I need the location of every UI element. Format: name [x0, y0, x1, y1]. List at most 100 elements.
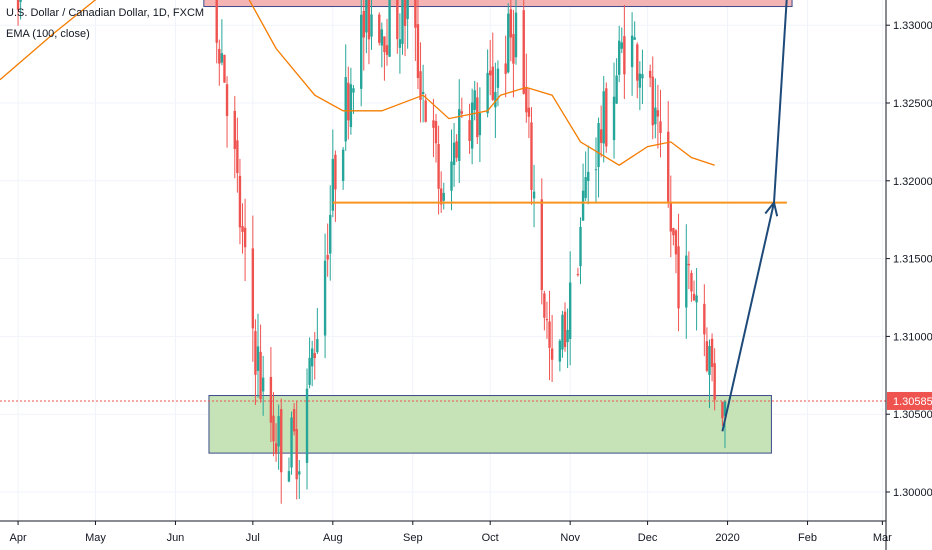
candle-down: [403, 0, 407, 26]
candle-down: [721, 401, 724, 419]
candle-down: [468, 120, 471, 141]
candle-down: [254, 331, 257, 375]
candle-down: [543, 293, 546, 318]
candle-up: [298, 471, 301, 475]
candle-up: [305, 388, 309, 463]
chart-title[interactable]: U.S. Dollar / Canadian Dollar, 1D, FXCM: [6, 7, 205, 19]
candle-up: [473, 90, 476, 110]
candle-up: [597, 123, 600, 168]
candle-down: [269, 376, 273, 423]
candle-up: [641, 74, 644, 79]
candle-down: [476, 97, 479, 138]
candle-up: [594, 169, 598, 171]
arrow-head-mid: [764, 200, 779, 217]
candle-up: [507, 13, 510, 73]
candle-up: [349, 84, 353, 128]
candle-up: [452, 142, 456, 166]
candle-down: [576, 274, 580, 276]
candle-down: [651, 76, 654, 126]
candle-up: [450, 161, 453, 191]
candle-up: [486, 72, 489, 114]
candle-up: [566, 329, 569, 343]
candle-up: [612, 96, 616, 141]
candle-down: [659, 121, 662, 133]
x-tick-label: May: [85, 532, 106, 544]
y-tick-label: 1.32500: [893, 98, 932, 110]
candle-down: [599, 129, 603, 143]
candle-up: [256, 346, 260, 371]
candle-down: [605, 88, 608, 147]
resistance-zone[interactable]: [203, 0, 793, 8]
candle-up: [708, 346, 711, 375]
candle-up: [365, 0, 368, 33]
candle-up: [329, 214, 332, 254]
candle-up: [277, 416, 280, 447]
candle-up: [630, 35, 634, 68]
candle-down: [672, 227, 675, 236]
x-tick-label: Jun: [167, 532, 185, 544]
candle-down: [434, 121, 438, 144]
candle-down: [530, 122, 533, 190]
candle-down: [656, 110, 660, 117]
candle-down: [437, 144, 440, 189]
candle-up: [620, 42, 623, 49]
candle-up: [308, 357, 311, 385]
last-price-label-bg: [887, 391, 932, 410]
candle-up: [388, 0, 391, 57]
candle-down: [225, 84, 229, 117]
candle-down: [367, 0, 371, 40]
candle-down: [419, 71, 422, 100]
candle-down: [550, 348, 554, 360]
last-price-label: 1.30585: [887, 391, 932, 410]
candle-up: [568, 282, 572, 339]
candle-down: [674, 230, 678, 255]
time-axis[interactable]: Apr May Jun Jul Aug Sep Oct Nov Dec 2020 Feb Mar: [9, 521, 892, 544]
candle-up: [360, 14, 363, 89]
indicator-legend[interactable]: EMA (100, close): [6, 28, 90, 40]
candle-down: [334, 154, 337, 190]
candle-down: [280, 409, 283, 473]
candle-down: [489, 70, 492, 76]
candle-down: [687, 263, 691, 266]
support-zone[interactable]: [208, 395, 772, 454]
candle-up: [401, 0, 404, 44]
candle-up: [344, 77, 347, 142]
candle-down: [16, 0, 20, 10]
candle-down: [292, 409, 296, 432]
x-tick-label: Sep: [403, 532, 423, 544]
x-tick-label: Jul: [246, 532, 260, 544]
candle-down: [703, 303, 706, 335]
candle-down: [512, 34, 515, 64]
candle-up: [695, 295, 698, 303]
candle-up: [380, 29, 384, 46]
candle-down: [455, 141, 458, 158]
candle-down: [504, 63, 507, 74]
candle-down: [545, 319, 549, 321]
candle-down: [295, 428, 298, 480]
candle-up: [220, 53, 224, 63]
candle-up: [470, 102, 474, 149]
candle-down: [233, 110, 236, 149]
candle-down: [525, 87, 528, 113]
candle-down: [491, 66, 494, 100]
candle-down: [236, 140, 239, 174]
candle-down: [238, 175, 242, 228]
y-tick-label: 1.31000: [893, 331, 932, 343]
candle-down: [223, 54, 226, 83]
candle-up: [654, 107, 657, 125]
y-tick-label: 1.30000: [893, 487, 932, 499]
ema-line: [0, 0, 715, 166]
candle-down: [385, 45, 389, 55]
projection-arrow[interactable]: [721, 0, 794, 432]
price-axis[interactable]: 1.30000 1.30500 1.31000 1.31500 1.32000 1.325…: [886, 0, 932, 499]
candle-up: [261, 377, 265, 392]
candle-up: [615, 75, 618, 104]
candle-up: [723, 400, 727, 416]
candle-down: [272, 415, 275, 442]
x-tick-label: Dec: [638, 532, 658, 544]
candle-down: [460, 111, 464, 114]
candle-down: [347, 82, 350, 121]
candles: [16, 0, 727, 504]
candle-up: [316, 339, 319, 353]
